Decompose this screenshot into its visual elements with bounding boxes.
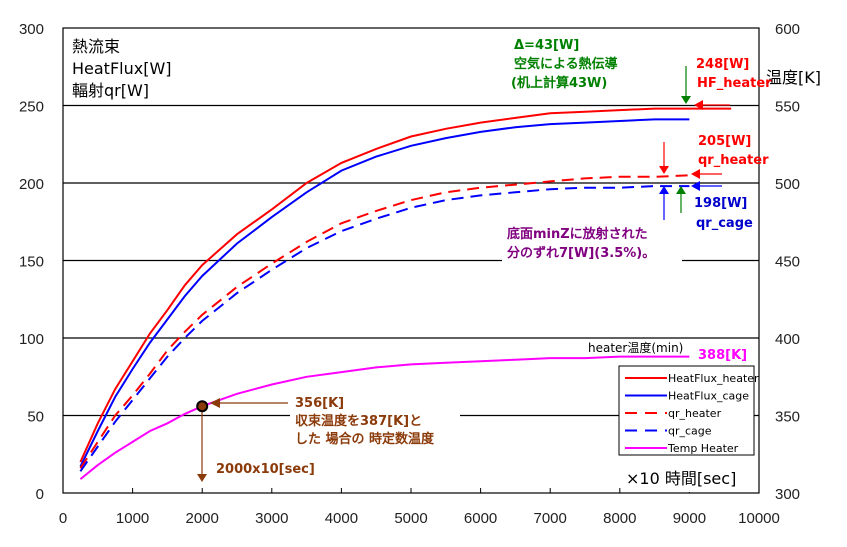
xlabel-box — [621, 462, 758, 492]
y-axis-ticks: 0 50 100 150 200 250 300 300 350 400 450 500 550 600 — [19, 21, 800, 503]
y-tick-label: 300 — [19, 21, 44, 38]
right-axis-label: 温度[K] — [766, 68, 821, 87]
green-up-arrow — [676, 186, 686, 213]
x-axis-label: ×10 時間[sec] — [626, 469, 736, 488]
x-tick-label: 7000 — [534, 510, 567, 527]
x-tick-label: 5000 — [394, 510, 427, 527]
series-line-temp-heater — [79, 355, 690, 480]
blue-left-arrow — [691, 181, 722, 191]
green-down-arrow — [681, 66, 691, 104]
brown-down-arrow — [197, 403, 207, 482]
heater-temp-value: 388[K] — [698, 348, 747, 363]
y-tick-label: 200 — [19, 176, 44, 193]
y-right-tick-label: 400 — [775, 331, 800, 348]
y-tick-label: 100 — [19, 331, 44, 348]
minz-annotation-2: 分のずれ7[W](3.5%)。 — [507, 245, 655, 261]
y-right-tick-label: 550 — [775, 99, 800, 116]
qr-cage-label: qr_cage — [696, 216, 753, 231]
red-left-arrow-hf — [694, 100, 730, 110]
qr-cage-value: 198[W] — [694, 196, 747, 211]
time-const-1: 356[K] — [295, 396, 344, 411]
series-line-qr-heater — [79, 174, 690, 469]
qr-heater-value: 205[W] — [698, 134, 751, 149]
time-const-x-label: 2000x10[sec] — [216, 462, 315, 477]
y-right-tick-label: 350 — [775, 409, 800, 426]
delta-annotation-2: 空気による熱伝導 — [514, 56, 618, 72]
x-tick-label: 6000 — [464, 510, 497, 527]
time-const-box — [290, 392, 460, 448]
legend: HeatFlux_heater HeatFlux_cage qr_heater qr_… — [618, 365, 759, 456]
series-line-qr-cage — [79, 185, 690, 472]
qr-heater-label: qr_heater — [698, 153, 769, 168]
x-tick-label: 8000 — [603, 510, 636, 527]
legend-label: qr_heater — [668, 407, 722, 420]
chart-title-line-3: 輻射qr[W] — [72, 81, 149, 100]
x-tick-label: 1000 — [116, 510, 149, 527]
hf-heater-label: HF_heater — [697, 76, 772, 91]
brown-left-arrow — [210, 398, 288, 408]
heater-temp-label: heater温度(min) — [588, 340, 683, 355]
time-const-3: した 場合の 時定数温度 — [295, 431, 435, 447]
y-tick-label: 0 — [36, 486, 44, 503]
y-right-tick-label: 450 — [775, 254, 800, 271]
minz-annotation-1: 底面minZに放射された — [507, 226, 648, 242]
time-constant-marker — [196, 400, 209, 413]
chart-title-line-1: 熱流束 — [72, 37, 120, 56]
x-tick-label: 10000 — [738, 510, 780, 527]
series-line-heatflux-cage — [79, 118, 690, 468]
y-right-tick-label: 600 — [775, 21, 800, 38]
x-tick-label: 9000 — [673, 510, 706, 527]
x-tick-label: 4000 — [325, 510, 358, 527]
series-lines — [79, 107, 732, 480]
y-tick-label: 50 — [27, 409, 44, 426]
x-axis-ticks: 0 1000 2000 3000 4000 5000 6000 7000 8000 9000 100… — [59, 488, 780, 527]
legend-label: Temp Heater — [667, 442, 739, 455]
delta-annotation-1: Δ=43[W] — [514, 38, 579, 53]
delta-annotation-3: (机上計算43W) — [511, 75, 607, 91]
minz-box — [502, 220, 682, 265]
y-right-tick-label: 500 — [775, 176, 800, 193]
x-tick-label: 0 — [59, 510, 67, 527]
y-right-tick-label: 300 — [775, 486, 800, 503]
x-tick-label: 2000 — [186, 510, 219, 527]
x-tick-label: 3000 — [255, 510, 288, 527]
time-const-2: 収束温度を387[K]と — [295, 413, 422, 429]
hf-heater-value: 248[W] — [696, 57, 749, 72]
legend-label: qr_cage — [668, 425, 712, 438]
chart-title-line-2: HeatFlux[W] — [72, 59, 172, 78]
y-tick-label: 150 — [19, 254, 44, 271]
blue-up-arrow — [659, 186, 669, 222]
y-tick-label: 250 — [19, 99, 44, 116]
legend-label: HeatFlux_cage — [668, 390, 749, 403]
red-down-arrow-qr — [659, 142, 669, 174]
red-left-arrow-qr — [691, 169, 722, 179]
series-line-heatflux-heater — [79, 107, 732, 463]
legend-label: HeatFlux_heater — [668, 372, 759, 385]
